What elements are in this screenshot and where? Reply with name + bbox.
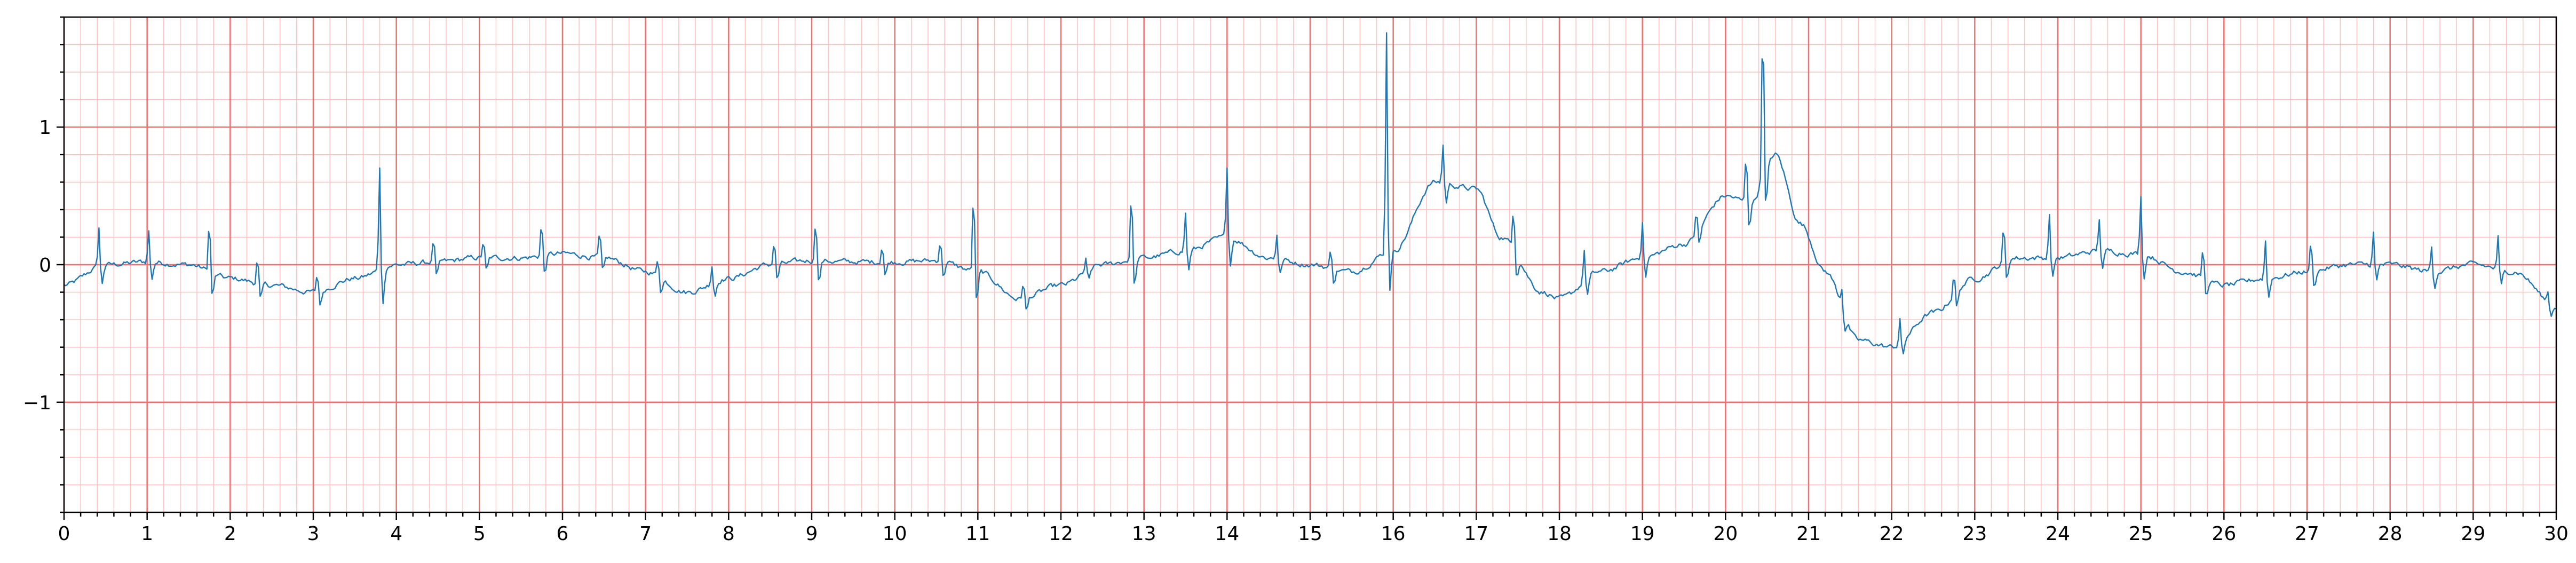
ecg-trace-line — [63, 32, 2557, 355]
ecg-series — [63, 32, 2557, 355]
x-tick-label: 27 — [2295, 523, 2319, 545]
x-tick-label: 11 — [965, 523, 990, 545]
x-tick-label: 21 — [1796, 523, 1821, 545]
x-tick-label: 14 — [1215, 523, 1239, 545]
x-tick-label: 10 — [883, 523, 907, 545]
x-tick-label: 15 — [1298, 523, 1322, 545]
x-tick-label: 1 — [141, 523, 153, 545]
x-tick-label: 23 — [1962, 523, 1987, 545]
x-tick-label: 6 — [557, 523, 569, 545]
x-tick-label: 13 — [1132, 523, 1156, 545]
y-tick-label: 1 — [39, 117, 51, 139]
x-tick-label: 19 — [1630, 523, 1655, 545]
y-axis: 1 0 −1 — [23, 16, 64, 513]
x-tick-label: 3 — [307, 523, 320, 545]
x-tick-label: 7 — [639, 523, 652, 545]
x-tick-label: 25 — [2129, 523, 2153, 545]
x-tick-label: 17 — [1464, 523, 1488, 545]
x-tick-label: 2 — [224, 523, 236, 545]
x-tick-label: 4 — [390, 523, 402, 545]
x-tick-label: 9 — [806, 523, 818, 545]
x-tick-label: 20 — [1713, 523, 1738, 545]
x-tick-label: 5 — [473, 523, 486, 545]
x-tick-label: 30 — [2544, 523, 2569, 545]
x-tick-label: 29 — [2461, 523, 2485, 545]
x-tick-label: 26 — [2212, 523, 2236, 545]
x-axis: 0 1 2 3 4 5 6 7 8 9 10 11 12 13 14 15 16 17 18 19 20 21 22 23 24… — [58, 512, 2569, 545]
x-tick-label: 12 — [1049, 523, 1073, 545]
x-tick-label: 18 — [1547, 523, 1572, 545]
x-tick-label: 16 — [1381, 523, 1406, 545]
x-tick-label: 8 — [723, 523, 735, 545]
x-tick-label: 22 — [1880, 523, 1904, 545]
y-tick-label: −1 — [23, 392, 51, 414]
major-grid — [63, 17, 2557, 512]
y-tick-label: 0 — [39, 255, 51, 276]
x-tick-label: 28 — [2378, 523, 2403, 545]
x-tick-label: 0 — [58, 523, 70, 545]
x-tick-label: 24 — [2046, 523, 2070, 545]
